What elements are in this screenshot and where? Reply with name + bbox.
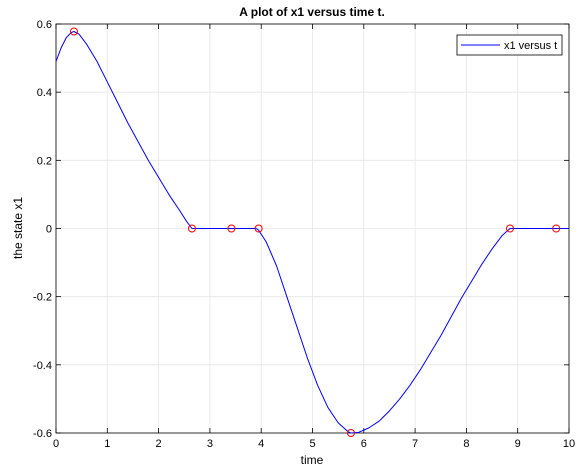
x-tick-label: 7 — [412, 438, 418, 450]
data-point-marker — [69, 27, 78, 36]
x-tick-label: 9 — [515, 438, 521, 450]
y-tick-label: 0.6 — [37, 19, 52, 31]
legend-box — [456, 34, 563, 56]
x-axis-label: time — [301, 453, 324, 467]
x-tick-label: 10 — [563, 438, 575, 450]
x-tick-label: 0 — [53, 438, 59, 450]
x-tick-label: 3 — [207, 438, 213, 450]
data-point-marker — [346, 429, 355, 437]
y-tick-label: 0 — [46, 224, 52, 236]
y-tick-label: -0.6 — [33, 428, 52, 440]
y-tick-label: 0.4 — [37, 87, 52, 99]
data-point-marker — [254, 224, 263, 233]
data-point-marker — [227, 224, 236, 233]
x-tick-label: 5 — [309, 438, 315, 450]
chart-title: A plot of x1 versus time t. — [239, 5, 385, 19]
y-tick-label: 0.2 — [37, 155, 52, 167]
data-point-marker — [506, 224, 515, 233]
x-tick-label: 1 — [104, 438, 110, 450]
x-tick-label: 4 — [258, 438, 264, 450]
marker-layer — [69, 27, 561, 437]
legend: x1 versus t — [456, 34, 563, 56]
data-point-marker — [187, 224, 196, 233]
y-axis-label: the state x1 — [11, 197, 25, 259]
data-point-marker — [552, 224, 561, 233]
y-tick-label: -0.4 — [33, 360, 52, 372]
x-tick-label: 8 — [463, 438, 469, 450]
x-tick-label: 6 — [361, 438, 367, 450]
series-layer — [55, 31, 569, 434]
x-tick-label: 2 — [156, 438, 162, 450]
series-line-x1 — [55, 31, 569, 434]
y-tick-label: -0.2 — [33, 292, 52, 304]
legend-entry-label: x1 versus t — [504, 40, 557, 52]
axis-ticks: 0 1 2 3 4 5 6 7 8 9 10 -0.6 -0.4 -0.2 0 0.2 0.4 0.6 — [33, 19, 575, 450]
